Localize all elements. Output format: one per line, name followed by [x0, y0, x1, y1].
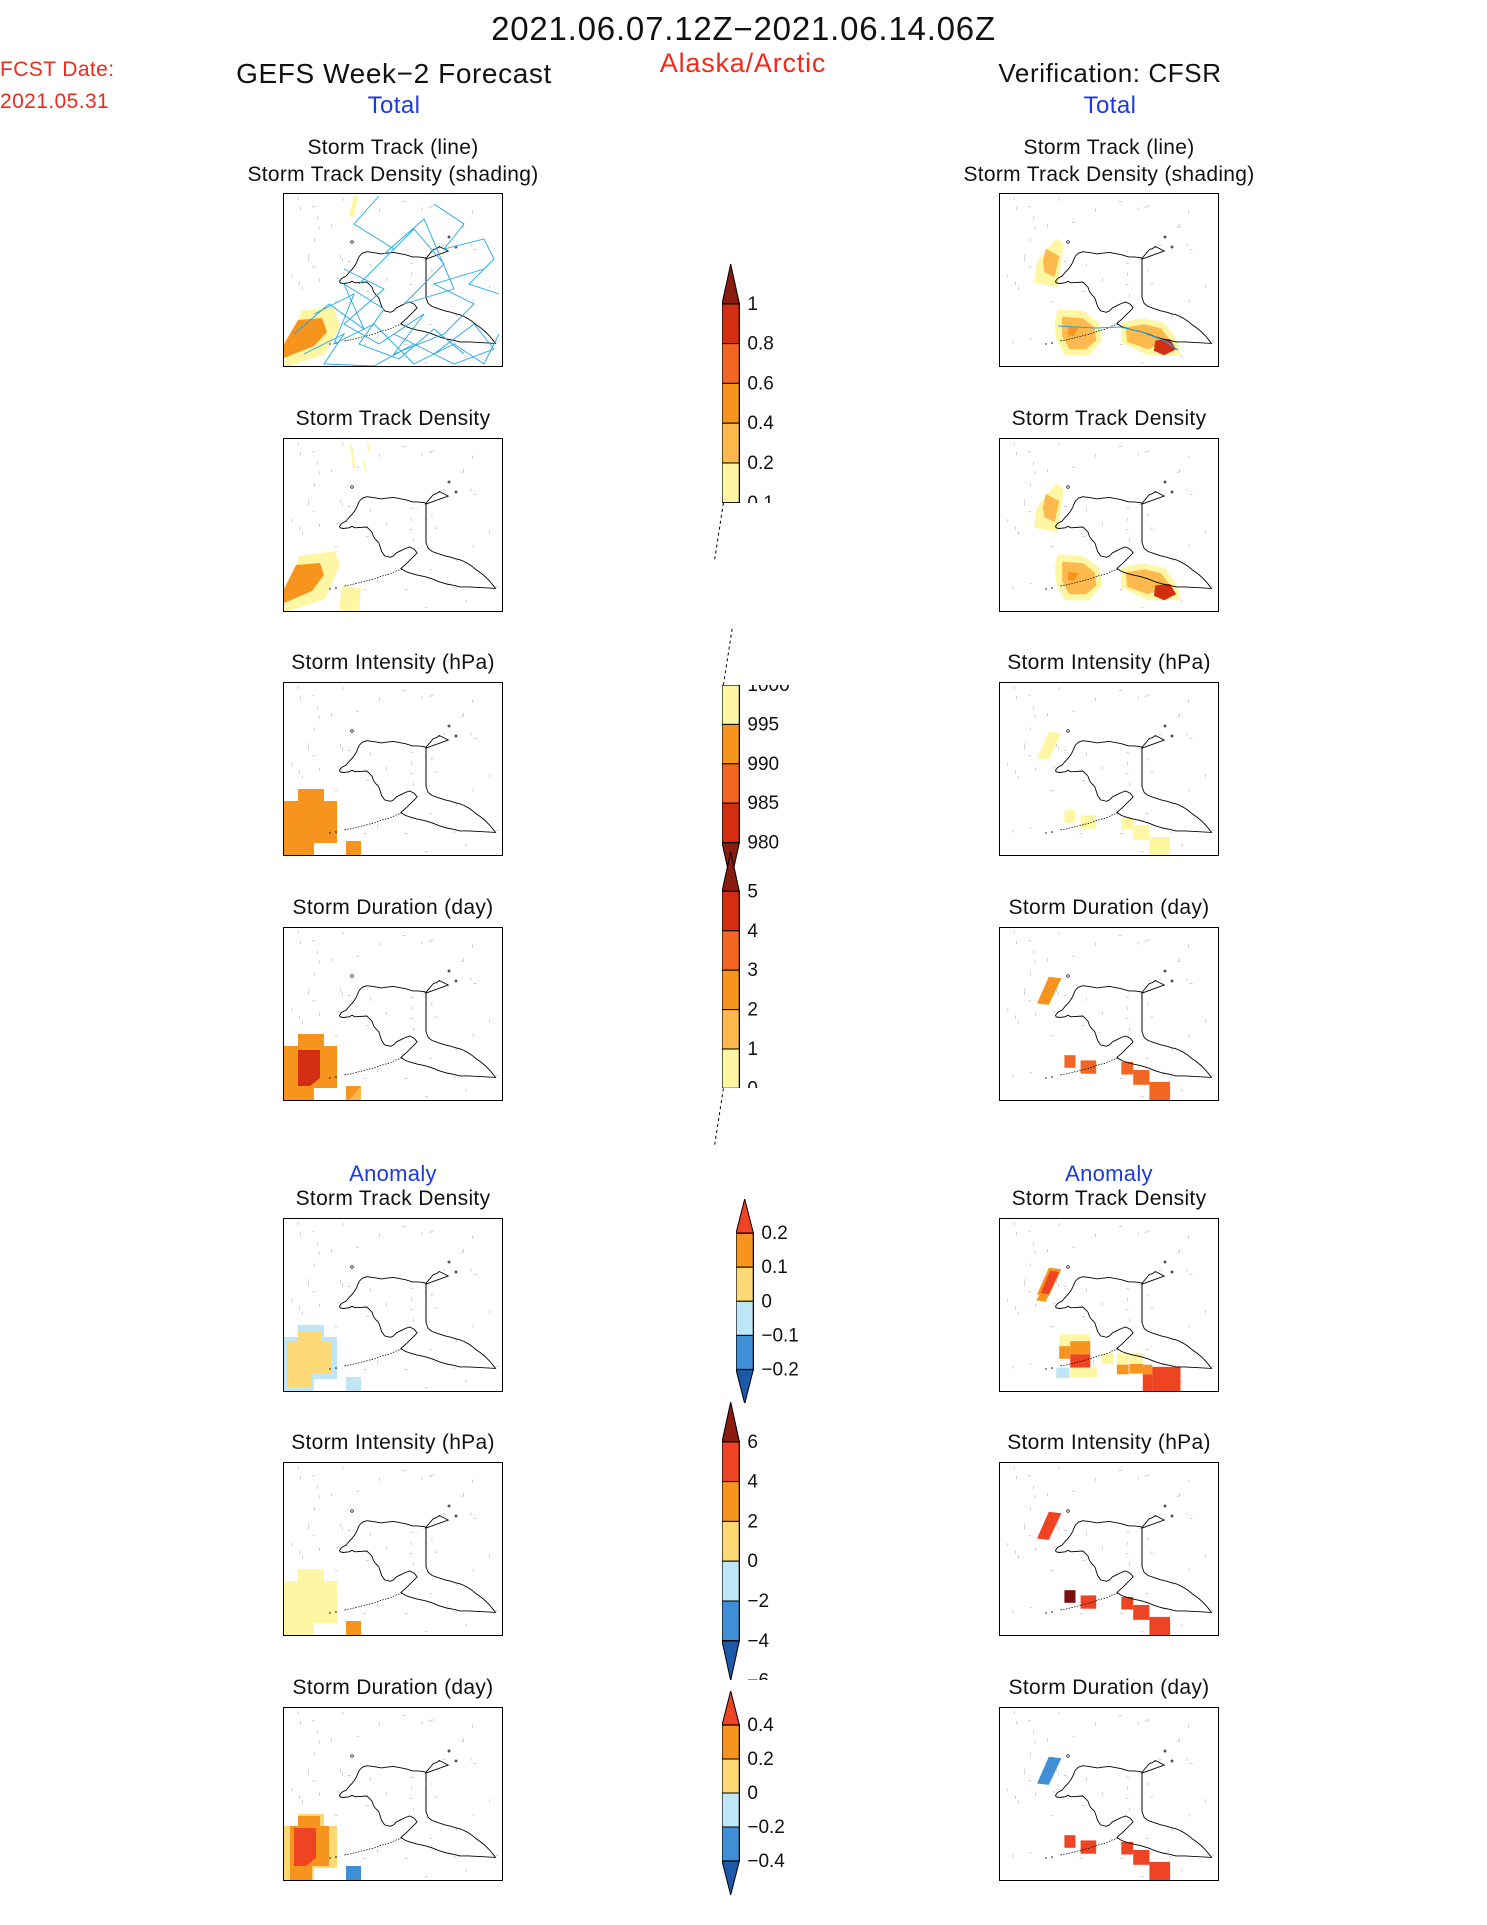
svg-text:0.2: 0.2: [748, 453, 774, 474]
svg-text:0.8: 0.8: [748, 334, 774, 355]
svg-text:−2: −2: [748, 1591, 770, 1612]
svg-text:0.1: 0.1: [762, 1257, 788, 1278]
svg-text:0.4: 0.4: [748, 413, 774, 434]
svg-text:990: 990: [748, 754, 780, 775]
svg-text:1000: 1000: [748, 685, 790, 696]
svg-text:2: 2: [748, 1000, 759, 1021]
svg-text:0.6: 0.6: [748, 374, 774, 395]
svg-text:4: 4: [748, 921, 759, 942]
svg-text:2: 2: [748, 1511, 759, 1532]
svg-text:−6: −6: [748, 1670, 770, 1680]
svg-text:1: 1: [748, 294, 759, 315]
svg-text:0.2: 0.2: [762, 1223, 788, 1244]
svg-text:0.1: 0.1: [748, 493, 774, 503]
svg-text:980: 980: [748, 833, 780, 854]
svg-text:−4: −4: [748, 1630, 770, 1651]
svg-text:−0.4: −0.4: [748, 1851, 785, 1872]
svg-text:1: 1: [748, 1039, 759, 1060]
svg-text:0: 0: [748, 1078, 759, 1088]
svg-text:0.4: 0.4: [748, 1715, 774, 1736]
svg-text:4: 4: [748, 1471, 759, 1492]
svg-text:−0.2: −0.2: [762, 1359, 799, 1380]
svg-text:0: 0: [762, 1291, 773, 1312]
svg-text:3: 3: [748, 960, 759, 981]
svg-text:−0.1: −0.1: [762, 1325, 799, 1346]
svg-text:−0.2: −0.2: [748, 1817, 785, 1838]
svg-text:0.2: 0.2: [748, 1749, 774, 1770]
svg-text:985: 985: [748, 793, 780, 814]
svg-text:0: 0: [748, 1551, 759, 1572]
svg-text:995: 995: [748, 715, 780, 736]
svg-text:5: 5: [748, 881, 759, 902]
svg-text:0: 0: [748, 1783, 759, 1804]
svg-text:6: 6: [748, 1431, 759, 1452]
